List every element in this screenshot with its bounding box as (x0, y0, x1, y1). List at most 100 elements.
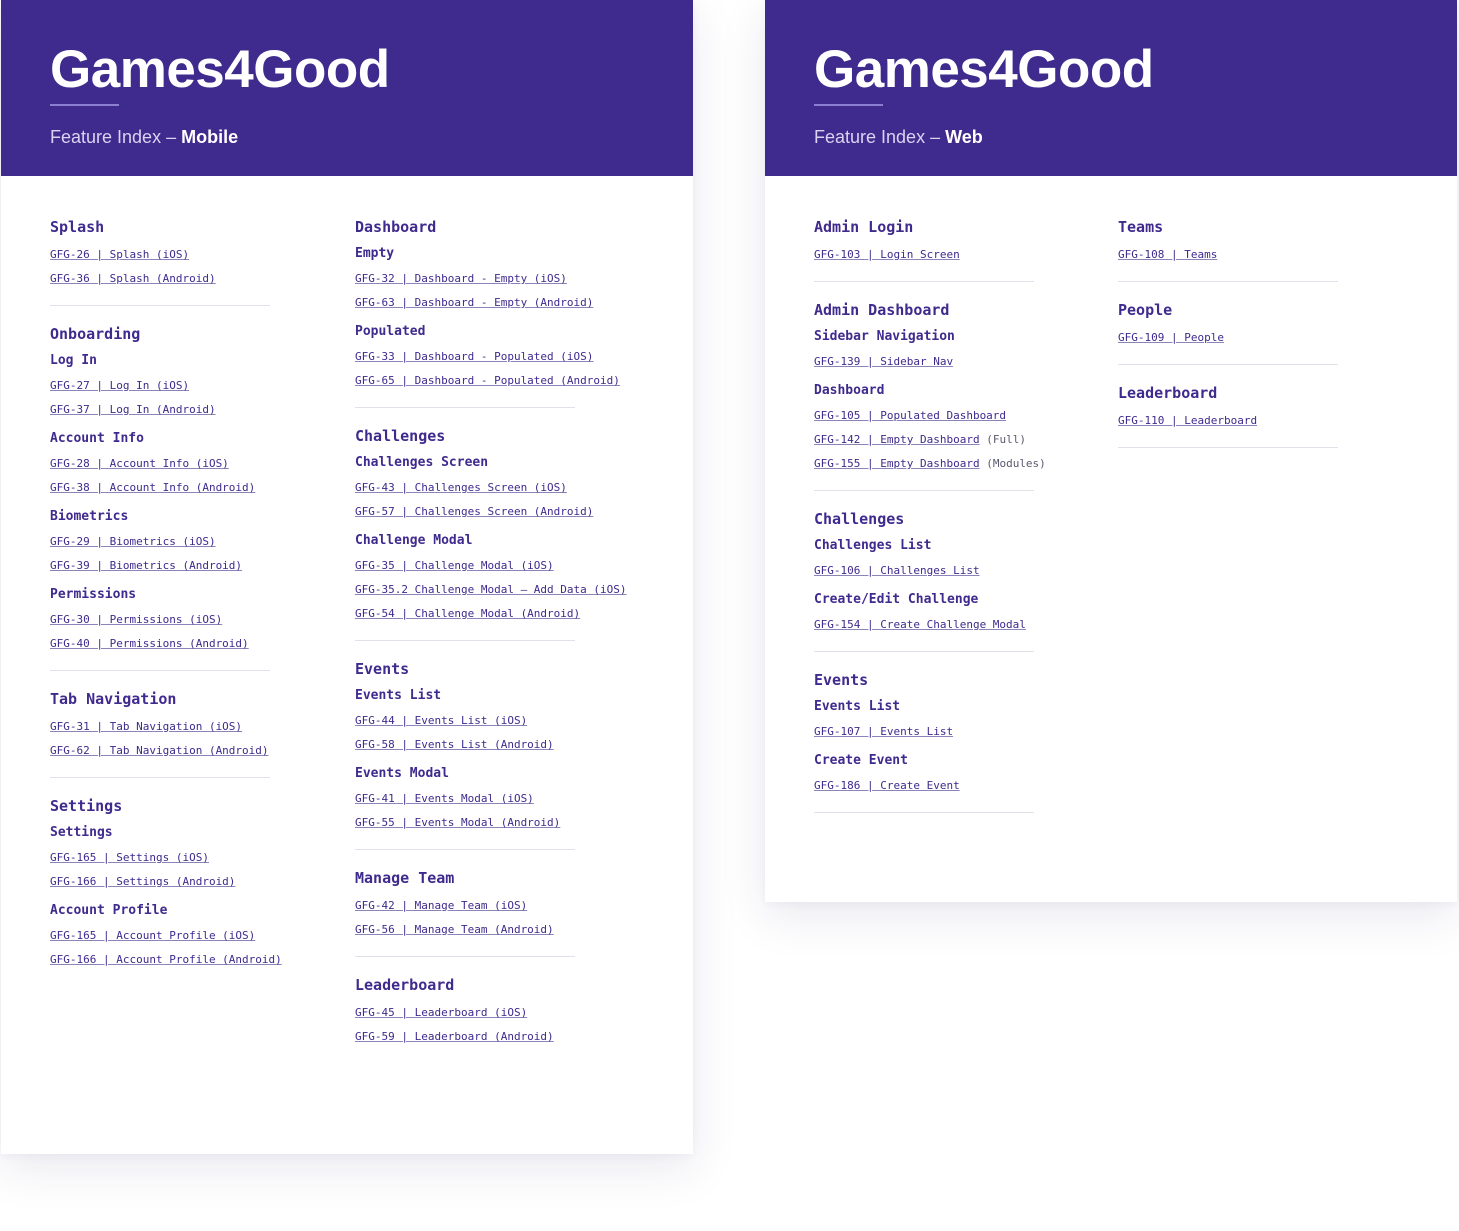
ticket-link[interactable]: GFG-106 | Challenges List (814, 564, 980, 577)
section-divider (1118, 281, 1338, 282)
ticket-link[interactable]: GFG-56 | Manage Team (Android) (355, 923, 554, 936)
list-item: GFG-30 | Permissions (iOS) (50, 608, 320, 632)
ticket-link[interactable]: GFG-44 | Events List (iOS) (355, 714, 528, 727)
section-splash: Splash GFG-26 | Splash (iOS) GFG-36 | Spla… (50, 217, 320, 306)
subsection-title: Create Event (814, 753, 908, 768)
list-item: GFG-56 | Manage Team (Android) (355, 918, 675, 942)
ticket-link[interactable]: GFG-165 | Account Profile (iOS) (50, 929, 256, 942)
ticket-link[interactable]: GFG-54 | Challenge Modal (Android) (355, 607, 581, 620)
list-item: GFG-44 | Events List (iOS) (355, 709, 675, 733)
ticket-link[interactable]: GFG-37 | Log In (Android) (50, 403, 216, 416)
list-item: GFG-165 | Account Profile (iOS) (50, 924, 320, 948)
list-item: GFG-186 | Create Event (814, 774, 1104, 798)
ticket-link[interactable]: GFG-107 | Events List (814, 725, 954, 738)
ticket-link[interactable]: GFG-26 | Splash (iOS) (50, 248, 190, 261)
section-title: Admin Dashboard (814, 301, 950, 319)
section-title: Teams (1118, 218, 1164, 236)
ticket-link[interactable]: GFG-103 | Login Screen (814, 248, 960, 261)
ticket-link[interactable]: GFG-35.2 Challenge Modal – Add Data (iOS… (355, 583, 627, 596)
section-divider (1118, 364, 1338, 365)
list-item: GFG-55 | Events Modal (Android) (355, 811, 675, 835)
ticket-link[interactable]: GFG-45 | Leaderboard (iOS) (355, 1006, 528, 1019)
list-item: GFG-105 | Populated Dashboard (814, 404, 1104, 428)
list-item: GFG-35 | Challenge Modal (iOS) (355, 554, 675, 578)
mobile-panel-title: Games4Good (50, 40, 390, 99)
list-item: GFG-62 | Tab Navigation (Android) (50, 739, 320, 763)
link-list: GFG-110 | Leaderboard (1118, 409, 1418, 433)
ticket-link[interactable]: GFG-33 | Dashboard - Populated (iOS) (355, 350, 594, 363)
subsection-title: Dashboard (814, 383, 885, 398)
subsection-title: Permissions (50, 587, 137, 602)
ticket-link[interactable]: GFG-155 | Empty Dashboard (814, 457, 980, 470)
ticket-link[interactable]: GFG-166 | Settings (Android) (50, 875, 236, 888)
section-divider (355, 956, 575, 957)
ticket-link[interactable]: GFG-39 | Biometrics (Android) (50, 559, 243, 572)
ticket-link[interactable]: GFG-142 | Empty Dashboard (814, 433, 980, 446)
ticket-link[interactable]: GFG-40 | Permissions (Android) (50, 637, 249, 650)
ticket-link[interactable]: GFG-63 | Dashboard - Empty (Android) (355, 296, 594, 309)
ticket-link[interactable]: GFG-41 | Events Modal (iOS) (355, 792, 534, 805)
section-title: Leaderboard (355, 976, 455, 994)
ticket-link[interactable]: GFG-108 | Teams (1118, 248, 1218, 261)
ticket-link[interactable]: GFG-29 | Biometrics (iOS) (50, 535, 216, 548)
ticket-link[interactable]: GFG-38 | Account Info (Android) (50, 481, 256, 494)
link-list: GFG-31 | Tab Navigation (iOS) GFG-62 | Ta… (50, 715, 320, 763)
section-admin-dashboard: Admin Dashboard Sidebar Navigation GFG-139… (814, 300, 1104, 491)
ticket-link[interactable]: GFG-165 | Settings (iOS) (50, 851, 209, 864)
ticket-link[interactable]: GFG-62 | Tab Navigation (Android) (50, 744, 269, 757)
subsection-title: Challenge Modal (355, 533, 473, 548)
ticket-link[interactable]: GFG-36 | Splash (Android) (50, 272, 216, 285)
ticket-link[interactable]: GFG-42 | Manage Team (iOS) (355, 899, 528, 912)
list-item: GFG-154 | Create Challenge Modal (814, 613, 1104, 637)
section-title: Leaderboard (1118, 384, 1218, 402)
list-item: GFG-32 | Dashboard - Empty (iOS) (355, 267, 675, 291)
section-title: Tab Navigation (50, 690, 177, 708)
ticket-link[interactable]: GFG-30 | Permissions (iOS) (50, 613, 223, 626)
list-item: GFG-31 | Tab Navigation (iOS) (50, 715, 320, 739)
subtitle-prefix: Feature Index – (50, 127, 182, 147)
list-item: GFG-107 | Events List (814, 720, 1104, 744)
ticket-link[interactable]: GFG-166 | Account Profile (Android) (50, 953, 282, 966)
ticket-link[interactable]: GFG-43 | Challenges Screen (iOS) (355, 481, 567, 494)
web-panel-header: Games4Good Feature Index – Web (765, 0, 1457, 176)
link-list: GFG-105 | Populated Dashboard GFG-142 | E… (814, 404, 1104, 476)
link-list: GFG-27 | Log In (iOS) GFG-37 | Log In (An… (50, 374, 320, 422)
list-item: GFG-109 | People (1118, 326, 1418, 350)
ticket-link[interactable]: GFG-35 | Challenge Modal (iOS) (355, 559, 554, 572)
ticket-link[interactable]: GFG-32 | Dashboard - Empty (iOS) (355, 272, 567, 285)
ticket-link[interactable]: GFG-186 | Create Event (814, 779, 960, 792)
ticket-link[interactable]: GFG-27 | Log In (iOS) (50, 379, 190, 392)
section-tab-navigation: Tab Navigation GFG-31 | Tab Navigation (i… (50, 689, 320, 778)
list-item: GFG-59 | Leaderboard (Android) (355, 1025, 675, 1049)
subsection-title: Events List (355, 688, 442, 703)
ticket-link[interactable]: GFG-65 | Dashboard - Populated (Android) (355, 374, 620, 387)
section-title: Challenges (355, 427, 446, 445)
ticket-link[interactable]: GFG-59 | Leaderboard (Android) (355, 1030, 554, 1043)
link-list: GFG-42 | Manage Team (iOS) GFG-56 | Manag… (355, 894, 675, 942)
ticket-link[interactable]: GFG-31 | Tab Navigation (iOS) (50, 720, 243, 733)
ticket-link[interactable]: GFG-28 | Account Info (iOS) (50, 457, 229, 470)
ticket-link[interactable]: GFG-110 | Leaderboard (1118, 414, 1258, 427)
ticket-link[interactable]: GFG-105 | Populated Dashboard (814, 409, 1007, 422)
link-list: GFG-45 | Leaderboard (iOS) GFG-59 | Leade… (355, 1001, 675, 1049)
section-teams: Teams GFG-108 | Teams (1118, 217, 1418, 282)
list-item: GFG-166 | Settings (Android) (50, 870, 320, 894)
link-note: (Full) (979, 433, 1026, 446)
ticket-link[interactable]: GFG-58 | Events List (Android) (355, 738, 554, 751)
ticket-link[interactable]: GFG-109 | People (1118, 331, 1224, 344)
section-title: Challenges (814, 510, 905, 528)
mobile-column-1: Splash GFG-26 | Splash (iOS) GFG-36 | Spla… (50, 205, 320, 972)
subtitle-platform: Mobile (181, 127, 239, 147)
link-list: GFG-108 | Teams (1118, 243, 1418, 267)
ticket-link[interactable]: GFG-55 | Events Modal (Android) (355, 816, 561, 829)
subsection-title: Populated (355, 324, 426, 339)
ticket-link[interactable]: GFG-139 | Sidebar Nav (814, 355, 954, 368)
ticket-link[interactable]: GFG-154 | Create Challenge Modal (814, 618, 1026, 631)
list-item: GFG-139 | Sidebar Nav (814, 350, 1104, 374)
title-underline (50, 104, 119, 106)
ticket-link[interactable]: GFG-57 | Challenges Screen (Android) (355, 505, 594, 518)
section-title: Manage Team (355, 869, 455, 887)
section-events: Events Events List GFG-44 | Events List (i… (355, 659, 675, 850)
section-events: Events Events List GFG-107 | Events List Cr… (814, 670, 1104, 813)
web-panel-subtitle: Feature Index – Web (814, 125, 983, 149)
